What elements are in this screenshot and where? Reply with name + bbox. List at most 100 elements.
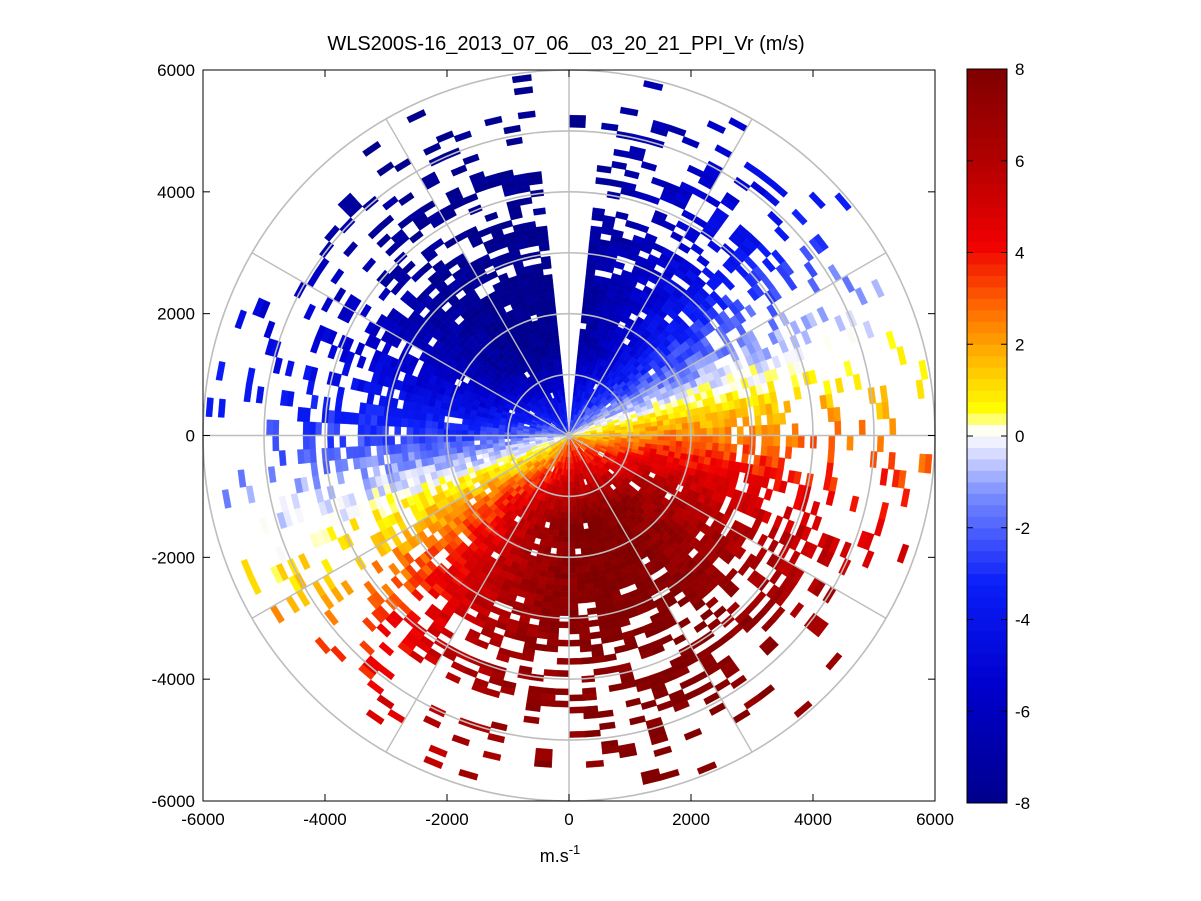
velocity-cell	[449, 447, 458, 455]
velocity-cell	[554, 346, 561, 354]
velocity-cell	[555, 352, 562, 360]
velocity-cell	[766, 380, 776, 394]
velocity-cell	[365, 709, 385, 725]
colorbar-step	[967, 309, 1007, 322]
velocity-cell	[657, 430, 665, 436]
velocity-cell	[561, 566, 570, 574]
velocity-cell	[480, 443, 488, 450]
velocity-cell	[683, 727, 703, 741]
colorbar-step	[967, 768, 1007, 781]
velocity-cell	[397, 641, 413, 656]
velocity-cell	[297, 406, 305, 422]
velocity-cell	[576, 584, 586, 592]
velocity-cell	[387, 709, 406, 724]
velocity-cell	[741, 453, 749, 464]
velocity-cell	[467, 429, 475, 436]
velocity-cell	[482, 750, 502, 762]
velocity-cell	[563, 536, 570, 543]
velocity-cell	[650, 734, 669, 746]
velocity-cell	[778, 480, 788, 494]
velocity-cell	[278, 450, 287, 467]
velocity-cell	[722, 277, 736, 291]
velocity-cell	[560, 584, 570, 592]
velocity-cell	[554, 566, 563, 574]
velocity-cell	[386, 307, 399, 321]
velocity-cell	[551, 596, 561, 604]
velocity-cell	[813, 620, 829, 638]
velocity-cell	[546, 638, 559, 647]
velocity-cell	[595, 177, 610, 186]
velocity-cell	[629, 145, 646, 156]
velocity-cell	[653, 210, 668, 221]
velocity-cell	[547, 626, 560, 635]
velocity-cell	[813, 233, 829, 251]
velocity-cell	[418, 442, 427, 452]
y-tick-label: 4000	[157, 183, 195, 202]
velocity-cell	[663, 440, 671, 447]
velocity-cell	[412, 418, 421, 428]
velocity-cell	[549, 608, 561, 616]
velocity-cell	[418, 419, 427, 429]
velocity-cell	[568, 548, 576, 556]
velocity-cell	[677, 595, 690, 608]
velocity-cell	[245, 485, 256, 504]
radial-spoke	[251, 252, 570, 437]
velocity-cell	[556, 657, 570, 665]
velocity-cell	[297, 449, 305, 465]
velocity-cell	[324, 224, 340, 242]
velocity-cell	[726, 584, 740, 598]
velocity-cell	[766, 445, 774, 458]
colorbar-tick-label: 6	[1015, 152, 1024, 171]
velocity-cell	[789, 320, 802, 336]
velocity-cell	[723, 192, 740, 207]
velocity-cell	[568, 524, 575, 531]
velocity-cell	[423, 142, 442, 156]
velocity-cell	[580, 547, 588, 555]
velocity-cell	[458, 768, 479, 781]
velocity-cell	[825, 652, 843, 671]
velocity-cell	[559, 609, 570, 617]
velocity-cell	[548, 620, 560, 628]
colorbar-step	[967, 160, 1007, 173]
velocity-cell	[588, 619, 600, 628]
velocity-cell	[706, 120, 726, 134]
velocity-cell	[849, 495, 860, 513]
radial-spoke	[251, 434, 570, 619]
velocity-cell	[767, 525, 779, 540]
velocity-cell	[568, 536, 575, 543]
velocity-cell	[376, 694, 395, 710]
velocity-cell	[705, 442, 714, 451]
velocity-cell	[777, 457, 786, 470]
velocity-cell	[461, 429, 469, 436]
velocity-cell	[896, 543, 910, 564]
velocity-cell	[412, 443, 421, 453]
velocity-cell	[633, 427, 640, 433]
velocity-cell	[276, 511, 288, 530]
velocity-cell	[650, 176, 667, 188]
velocity-cell	[545, 577, 555, 585]
velocity-cell	[669, 429, 677, 436]
velocity-cell	[674, 417, 683, 425]
velocity-cell	[684, 688, 702, 701]
velocity-cell	[783, 275, 798, 292]
velocity-cell	[579, 535, 587, 543]
velocity-cell	[556, 358, 562, 366]
velocity-cell	[382, 195, 399, 211]
velocity-cell	[394, 426, 402, 436]
velocity-cell	[896, 346, 907, 366]
radial-spoke	[385, 435, 570, 753]
velocity-cell	[717, 418, 726, 428]
velocity-cell	[430, 238, 445, 251]
velocity-cell	[773, 435, 781, 447]
colorbar-step	[967, 596, 1007, 609]
colorbar-step	[967, 91, 1007, 104]
velocity-cell	[473, 430, 481, 436]
velocity-cell	[551, 322, 559, 330]
velocity-cell	[266, 419, 274, 436]
velocity-cell	[704, 412, 713, 422]
velocity-cell	[618, 748, 638, 759]
velocity-cell	[624, 219, 639, 230]
x-tick-label: -2000	[425, 810, 468, 829]
colorbar-step	[967, 676, 1007, 689]
x-axis-label-superscript: -1	[569, 842, 581, 857]
